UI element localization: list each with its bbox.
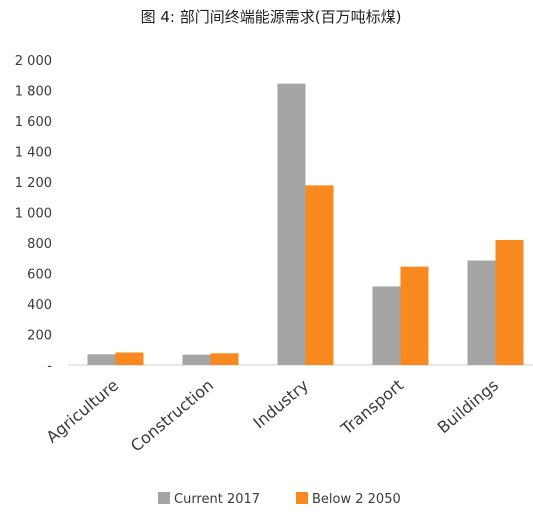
legend-label: Below 2 2050 xyxy=(312,492,401,507)
x-tick-label: Construction xyxy=(127,376,217,456)
x-tick-label: Transport xyxy=(337,376,407,439)
y-tick-label: 1 600 xyxy=(15,115,52,130)
x-tick-label: Industry xyxy=(249,376,312,433)
x-axis: Agriculture Construction Industry Transport… xyxy=(42,364,533,456)
legend: Current 2017 Below 2 2050 xyxy=(158,492,401,507)
y-tick-label: 400 xyxy=(27,298,52,313)
x-tick-label: Buildings xyxy=(434,376,502,438)
y-tick-label: 800 xyxy=(27,237,52,252)
y-tick-label: 1 200 xyxy=(15,176,52,191)
y-tick-label: - xyxy=(47,359,52,374)
bars xyxy=(87,83,524,365)
legend-label: Current 2017 xyxy=(174,492,260,507)
bar-transport-series-2 xyxy=(400,266,429,365)
bar-industry-series-1 xyxy=(277,83,306,365)
bar-transport-series-1 xyxy=(372,286,401,365)
y-axis: - 200 400 600 800 1 000 1 200 1 400 1 600 1 800 2 … xyxy=(15,54,53,374)
bar-buildings-series-2 xyxy=(495,239,524,365)
bar-agriculture-series-1 xyxy=(87,354,116,365)
chart-title: 图 4: 部门间终端能源需求(百万吨标煤) xyxy=(141,8,402,26)
bar-industry-series-2 xyxy=(305,185,334,365)
bar-construction-series-2 xyxy=(210,353,239,365)
y-tick-label: 200 xyxy=(27,329,52,344)
y-tick-label: 1 000 xyxy=(15,207,52,222)
y-tick-label: 1 400 xyxy=(15,146,52,161)
legend-swatch xyxy=(158,492,170,504)
y-tick-label: 2 000 xyxy=(15,54,52,69)
x-tick-label: Agriculture xyxy=(42,376,122,447)
bar-agriculture-series-2 xyxy=(115,352,144,365)
bar-buildings-series-1 xyxy=(467,260,496,365)
legend-swatch xyxy=(296,492,308,504)
y-tick-label: 1 800 xyxy=(15,85,52,100)
y-tick-label: 600 xyxy=(27,268,52,283)
bar-construction-series-1 xyxy=(182,354,211,365)
